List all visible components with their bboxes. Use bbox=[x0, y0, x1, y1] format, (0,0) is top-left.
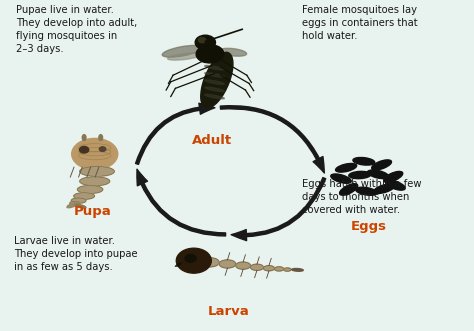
Ellipse shape bbox=[372, 160, 392, 170]
Ellipse shape bbox=[219, 260, 236, 268]
Ellipse shape bbox=[67, 202, 79, 208]
Text: Pupae live in water.
They develop into adult,
flying mosquitoes in
2–3 days.: Pupae live in water. They develop into a… bbox=[17, 5, 137, 54]
Ellipse shape bbox=[77, 185, 103, 193]
FancyArrowPatch shape bbox=[231, 177, 326, 241]
Ellipse shape bbox=[72, 138, 118, 169]
Text: Larvae live in water.
They develop into pupae
in as few as 5 days.: Larvae live in water. They develop into … bbox=[15, 236, 138, 272]
Ellipse shape bbox=[167, 53, 201, 60]
Ellipse shape bbox=[196, 45, 224, 63]
Ellipse shape bbox=[367, 170, 389, 179]
Ellipse shape bbox=[250, 264, 264, 270]
Text: Larva: Larva bbox=[208, 305, 249, 318]
Ellipse shape bbox=[374, 184, 394, 193]
Ellipse shape bbox=[70, 201, 80, 205]
Text: Female mosquitoes lay
eggs in containers that
hold water.: Female mosquitoes lay eggs in containers… bbox=[302, 5, 418, 41]
FancyArrowPatch shape bbox=[137, 169, 226, 236]
Ellipse shape bbox=[71, 198, 86, 203]
Ellipse shape bbox=[74, 193, 94, 199]
Circle shape bbox=[80, 146, 89, 153]
FancyArrowPatch shape bbox=[220, 106, 324, 173]
Ellipse shape bbox=[356, 187, 377, 195]
Text: Eggs: Eggs bbox=[351, 220, 387, 233]
Ellipse shape bbox=[80, 166, 114, 176]
Ellipse shape bbox=[283, 268, 291, 271]
Ellipse shape bbox=[236, 262, 250, 269]
Ellipse shape bbox=[336, 164, 356, 172]
Ellipse shape bbox=[75, 204, 86, 208]
Ellipse shape bbox=[205, 72, 224, 77]
Ellipse shape bbox=[205, 80, 224, 84]
Ellipse shape bbox=[349, 171, 371, 179]
Ellipse shape bbox=[205, 94, 224, 99]
Ellipse shape bbox=[385, 180, 405, 190]
Text: Eggs hatch within a few
days to months when
covered with water.: Eggs hatch within a few days to months w… bbox=[302, 179, 421, 215]
Ellipse shape bbox=[205, 87, 224, 92]
Ellipse shape bbox=[384, 171, 403, 182]
Ellipse shape bbox=[292, 268, 303, 271]
Circle shape bbox=[100, 147, 106, 151]
Ellipse shape bbox=[264, 265, 274, 271]
Circle shape bbox=[199, 37, 206, 43]
Ellipse shape bbox=[99, 135, 102, 141]
Ellipse shape bbox=[201, 52, 233, 108]
Ellipse shape bbox=[219, 48, 246, 56]
Ellipse shape bbox=[201, 258, 219, 267]
Ellipse shape bbox=[339, 184, 358, 195]
Circle shape bbox=[195, 35, 216, 50]
Ellipse shape bbox=[274, 267, 283, 271]
Circle shape bbox=[185, 255, 196, 262]
Ellipse shape bbox=[353, 158, 375, 165]
Ellipse shape bbox=[82, 135, 86, 141]
Ellipse shape bbox=[205, 66, 224, 70]
Text: Pupa: Pupa bbox=[73, 205, 111, 218]
FancyArrowPatch shape bbox=[136, 103, 215, 165]
Circle shape bbox=[176, 248, 211, 273]
Ellipse shape bbox=[80, 177, 109, 186]
Ellipse shape bbox=[162, 45, 202, 57]
Ellipse shape bbox=[331, 174, 351, 183]
Text: Adult: Adult bbox=[192, 134, 232, 147]
